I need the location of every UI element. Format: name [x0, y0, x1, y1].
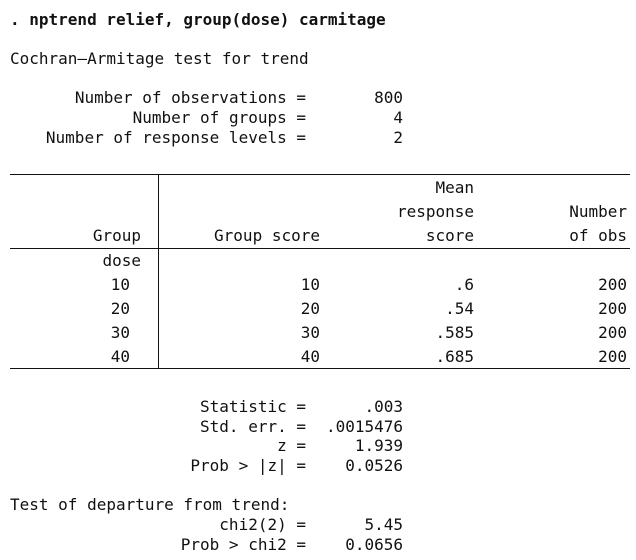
header-group: Group	[92, 226, 141, 245]
group-variable-label: dose	[102, 251, 141, 270]
header-nobs-line2: of obs	[569, 226, 627, 245]
table-header-rule	[10, 248, 630, 249]
row-group: 20	[110, 299, 130, 318]
stat-label-prob-z: Prob > |z| =	[190, 456, 306, 475]
row-mean: .6	[454, 275, 474, 294]
departure-label-prob-chi2: Prob > chi2 =	[180, 535, 306, 554]
row-nobs: 200	[598, 299, 627, 318]
summary-value-response-levels: 2	[393, 128, 403, 147]
row-score: 30	[300, 323, 320, 342]
table-column-divider	[158, 175, 159, 368]
header-nobs-line1: Number	[569, 202, 627, 221]
stat-value-statistic: .003	[364, 397, 403, 416]
header-mean-line1: Mean	[435, 178, 474, 197]
summary-value-groups: 4	[393, 108, 403, 127]
stat-label-statistic: Statistic =	[200, 397, 306, 416]
departure-title: Test of departure from trend:	[10, 495, 290, 514]
test-title: Cochran–Armitage test for trend	[10, 49, 309, 68]
row-mean: .585	[435, 323, 474, 342]
table-top-rule	[10, 174, 630, 175]
summary-label-groups: Number of groups =	[132, 108, 306, 127]
departure-label-chi2: chi2(2) =	[219, 515, 306, 534]
row-score: 10	[300, 275, 320, 294]
departure-value-prob-chi2: 0.0656	[345, 535, 403, 554]
row-group: 30	[110, 323, 130, 342]
row-nobs: 200	[598, 323, 627, 342]
row-score: 20	[300, 299, 320, 318]
header-mean-line3: score	[425, 226, 474, 245]
table-bottom-rule	[10, 368, 630, 369]
row-score: 40	[300, 347, 320, 366]
departure-value-chi2: 5.45	[364, 515, 403, 534]
summary-label-response-levels: Number of response levels =	[45, 128, 306, 147]
row-group: 40	[110, 347, 130, 366]
stat-label-z: z =	[277, 436, 306, 455]
stat-value-std-err: .0015476	[325, 417, 403, 436]
summary-label-observations: Number of observations =	[74, 88, 306, 107]
stat-value-z: 1.939	[354, 436, 403, 455]
stat-label-std-err: Std. err. =	[200, 417, 306, 436]
header-group-score: Group score	[214, 226, 320, 245]
summary-value-observations: 800	[374, 88, 403, 107]
stat-value-prob-z: 0.0526	[345, 456, 403, 475]
row-mean: .685	[435, 347, 474, 366]
row-nobs: 200	[598, 347, 627, 366]
row-mean: .54	[445, 299, 474, 318]
command-line: . nptrend relief, group(dose) carmitage	[10, 10, 386, 29]
row-nobs: 200	[598, 275, 627, 294]
header-mean-line2: response	[396, 202, 474, 221]
row-group: 10	[110, 275, 130, 294]
